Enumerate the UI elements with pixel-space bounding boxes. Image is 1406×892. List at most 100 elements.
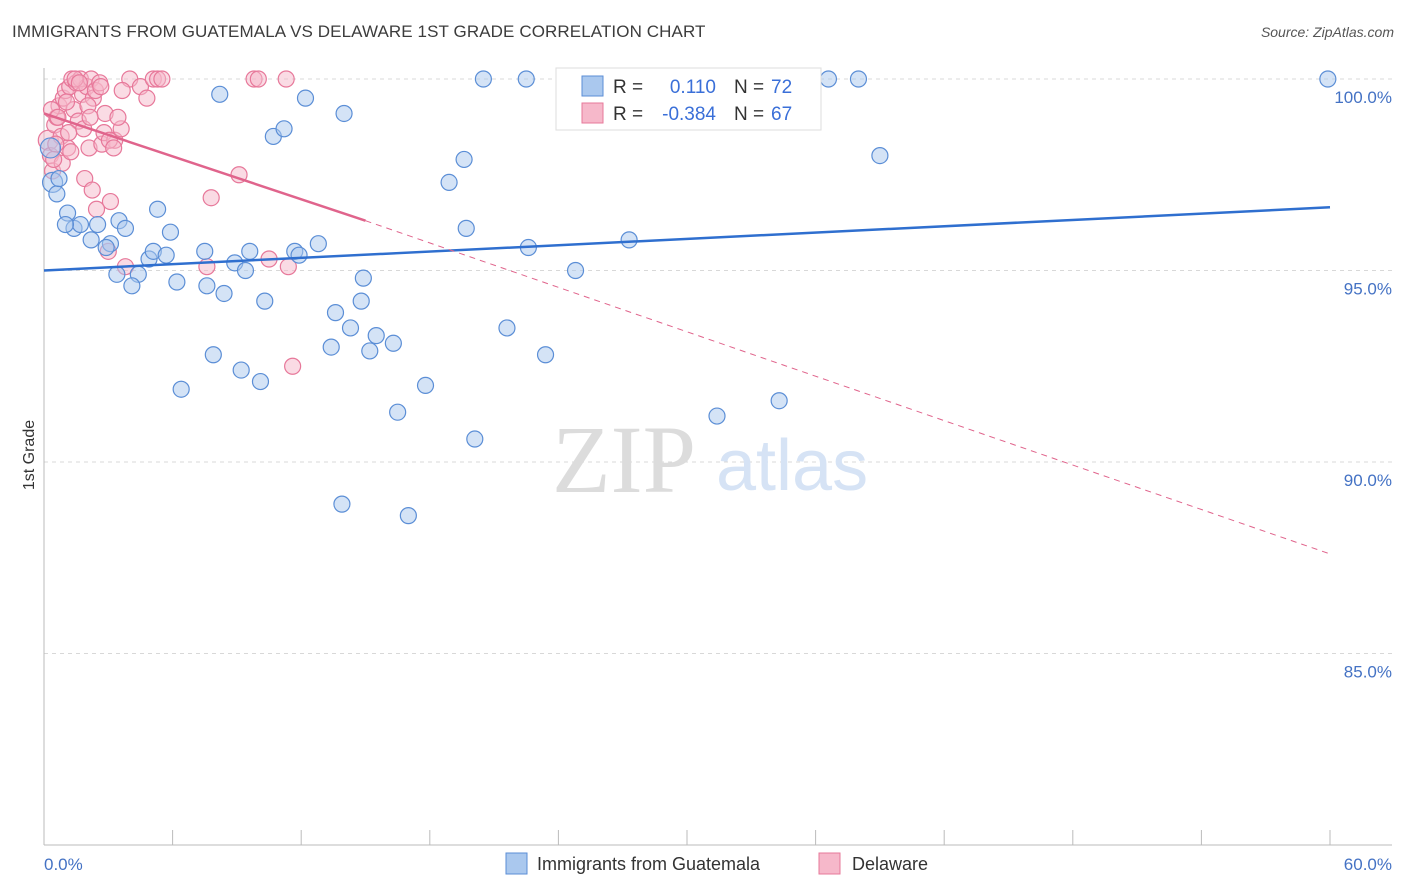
x-tick-labels: 0.0% 60.0% xyxy=(44,855,1392,874)
legend-n-label-1: N = xyxy=(734,77,764,98)
guatemala-point-42 xyxy=(384,334,402,352)
guatemala-point-27 xyxy=(251,372,270,391)
delaware-point-58 xyxy=(92,78,110,96)
axes xyxy=(43,68,1392,846)
legend-r-value-2: -0.384 xyxy=(662,104,716,125)
delaware-point-61 xyxy=(105,139,123,157)
delaware-point-57 xyxy=(87,200,106,218)
guatemala-point-57 xyxy=(620,231,638,249)
grid-lines xyxy=(44,78,1392,654)
guatemala-point-32 xyxy=(296,89,315,107)
delaware-point-36 xyxy=(153,70,171,88)
y-tick-labels: 85.0% 90.0% 95.0% 100.0% xyxy=(1334,88,1392,682)
guatemala-point-58 xyxy=(708,407,726,425)
y-tick-label-2: 95.0% xyxy=(1344,280,1392,299)
legend-swatch-guatemala xyxy=(581,75,604,97)
delaware-point-50 xyxy=(57,93,76,111)
guatemala-point-62 xyxy=(871,147,889,165)
watermark: ZIP atlas xyxy=(552,406,868,513)
guatemala-point-33 xyxy=(309,235,327,253)
y-tick-label-1: 90.0% xyxy=(1344,471,1392,490)
guatemala-point-20 xyxy=(196,242,214,260)
x-tick-label-1: 60.0% xyxy=(1344,855,1392,874)
delaware-point-53 xyxy=(70,74,88,92)
x-tick-label-0: 0.0% xyxy=(44,855,83,874)
delaware-points xyxy=(37,70,302,375)
guatemala-point-54 xyxy=(536,346,555,364)
delaware-point-27 xyxy=(101,192,120,211)
guatemala-point-28 xyxy=(256,292,274,310)
delaware-point-63 xyxy=(113,81,131,100)
delaware-point-62 xyxy=(109,108,127,126)
guatemala-point-41 xyxy=(367,327,385,345)
guatemala-point-69 xyxy=(290,246,308,264)
delaware-point-45 xyxy=(284,357,302,375)
watermark-zip: ZIP xyxy=(552,406,696,513)
series-legend: Immigrants from Guatemala Delaware xyxy=(505,852,928,875)
y-axis-label: 1st Grade xyxy=(21,420,38,490)
guatemala-point-47 xyxy=(455,150,473,169)
legend-n-value-2: 67 xyxy=(771,104,792,125)
source-credit: Source: ZipAtlas.com xyxy=(1260,24,1394,40)
guatemala-point-36 xyxy=(335,104,353,123)
guatemala-point-2 xyxy=(48,185,66,203)
guatemala-trend-line xyxy=(43,206,1331,272)
guatemala-point-7 xyxy=(88,215,107,234)
delaware-trend-line xyxy=(43,112,366,222)
guatemala-point-0 xyxy=(39,137,62,159)
guatemala-point-65 xyxy=(333,495,351,513)
legend-swatch-delaware xyxy=(581,102,604,124)
guatemala-point-25 xyxy=(236,261,255,280)
legend-r-value-1: 0.110 xyxy=(670,77,716,98)
guatemala-point-55 xyxy=(566,261,585,280)
guatemala-point-17 xyxy=(161,223,180,241)
guatemala-point-63 xyxy=(1319,70,1337,88)
guatemala-point-66 xyxy=(108,265,126,283)
y-tick-label-0: 85.0% xyxy=(1344,663,1392,682)
legend-n-value-1: 72 xyxy=(771,77,792,98)
delaware-point-64 xyxy=(60,124,78,142)
guatemala-point-23 xyxy=(211,85,229,103)
bottom-legend-label-guatemala: Immigrants from Guatemala xyxy=(537,854,761,874)
watermark-atlas: atlas xyxy=(716,426,868,506)
guatemala-point-70 xyxy=(50,169,68,188)
trend-lines xyxy=(43,112,1331,555)
correlation-legend: R = 0.110 N = 72 R = -0.384 N = 67 xyxy=(555,67,822,131)
legend-n-label-2: N = xyxy=(734,104,764,125)
delaware-point-43 xyxy=(277,70,295,88)
bottom-legend-swatch-delaware xyxy=(818,852,841,875)
guatemala-point-60 xyxy=(819,70,838,88)
guatemala-point-46 xyxy=(440,173,458,192)
guatemala-point-64 xyxy=(172,380,190,398)
y-tick-label-3: 100.0% xyxy=(1334,88,1392,107)
guatemala-point-45 xyxy=(416,376,435,394)
guatemala-point-40 xyxy=(361,342,379,360)
guatemala-point-52 xyxy=(517,70,535,88)
delaware-point-33 xyxy=(138,89,156,107)
guatemala-point-26 xyxy=(232,361,250,379)
guatemala-point-49 xyxy=(466,430,484,448)
guatemala-point-48 xyxy=(457,219,475,237)
guatemala-point-68 xyxy=(241,242,259,260)
delaware-point-41 xyxy=(249,70,267,88)
delaware-point-38 xyxy=(202,189,220,207)
guatemala-point-44 xyxy=(399,507,417,525)
guatemala-point-5 xyxy=(71,215,90,234)
legend-r-label-1: R = xyxy=(613,77,643,98)
guatemala-point-61 xyxy=(849,70,868,88)
guatemala-point-15 xyxy=(148,200,167,218)
bottom-legend-swatch-guatemala xyxy=(505,852,528,875)
guatemala-point-59 xyxy=(770,392,788,410)
guatemala-point-34 xyxy=(322,338,340,356)
guatemala-point-22 xyxy=(215,284,233,303)
guatemala-point-50 xyxy=(474,70,492,88)
guatemala-point-18 xyxy=(168,273,186,291)
guatemala-point-30 xyxy=(275,120,293,138)
guatemala-point-71 xyxy=(56,215,75,234)
bottom-legend-label-delaware: Delaware xyxy=(852,854,928,874)
guatemala-point-39 xyxy=(352,292,370,310)
guatemala-point-43 xyxy=(389,403,407,421)
guatemala-points xyxy=(39,70,1337,525)
guatemala-point-6 xyxy=(82,231,100,249)
